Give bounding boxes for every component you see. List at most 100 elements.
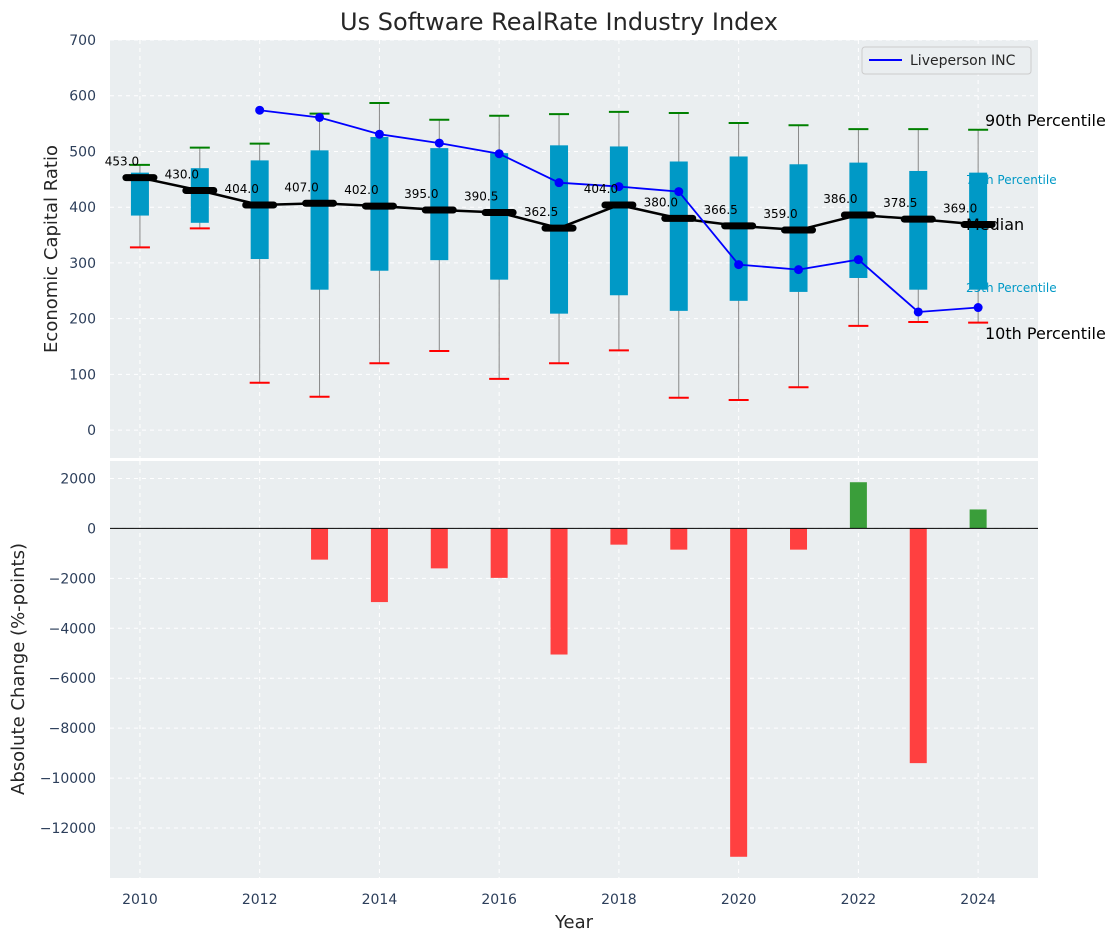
change-bar [311, 528, 329, 560]
x-axis-label: Year [554, 912, 594, 933]
chart-title: Us Software RealRate Industry Index [340, 8, 778, 36]
bottom-y-tick-label: −10000 [40, 771, 96, 787]
bottom-y-axis-label: Absolute Change (%-points) [8, 543, 29, 795]
change-bar [969, 509, 987, 529]
company-point [973, 303, 983, 313]
x-tick-label: 2024 [960, 892, 996, 908]
iqr-box [130, 172, 149, 216]
median-value-label: 404.0 [584, 182, 618, 196]
median-value-label: 453.0 [105, 155, 139, 169]
change-bar [849, 482, 867, 529]
median-value-label: 430.0 [165, 167, 199, 181]
top-y-tick-label: 700 [69, 33, 96, 49]
x-tick-label: 2010 [122, 892, 158, 908]
company-point [434, 138, 444, 148]
company-point [614, 182, 624, 192]
top-y-axis-label: Economic Capital Ratio [41, 145, 62, 353]
top-y-tick-label: 0 [87, 423, 96, 439]
iqr-box [609, 146, 628, 296]
median-value-label: 402.0 [344, 183, 378, 197]
change-bars [311, 482, 987, 857]
p90-annotation: 90th Percentile [985, 111, 1106, 130]
percentile-annotations: 90th Percentile 75th Percentile Median 2… [966, 111, 1106, 343]
median-value-label: 407.0 [284, 180, 318, 194]
p10-annotation: 10th Percentile [985, 324, 1106, 343]
top-y-tick-label: 500 [69, 144, 96, 160]
x-tick-label: 2012 [242, 892, 278, 908]
median-value-label: 404.0 [224, 182, 258, 196]
bottom-y-tick-label: −2000 [49, 571, 96, 587]
change-bar [730, 528, 748, 857]
company-point [554, 178, 564, 188]
legend-box [861, 46, 1032, 75]
top-plot-background [110, 40, 1038, 458]
x-tick-label: 2022 [841, 892, 877, 908]
median-value-label: 369.0 [943, 201, 977, 215]
iqr-box [310, 150, 329, 290]
change-bar [550, 528, 568, 655]
x-ticks: 2010 2012 2014 2016 2018 2020 2022 2024 [122, 892, 996, 908]
iqr-box [669, 161, 688, 311]
top-y-tick-label: 100 [69, 367, 96, 383]
company-series [255, 105, 983, 317]
company-point [913, 307, 923, 317]
median-value-label: 378.5 [883, 196, 917, 210]
company-point [853, 255, 863, 265]
change-bar [430, 528, 448, 569]
iqr-box [490, 153, 509, 280]
iqr-box [190, 168, 209, 223]
median-value-label: 366.5 [703, 203, 737, 217]
bottom-y-ticks: 2000 0 −2000 −4000 −6000 −8000 −10000 −12000 [40, 471, 96, 837]
top-y-tick-label: 300 [69, 256, 96, 272]
company-point [374, 129, 384, 139]
bottom-y-tick-label: −6000 [49, 671, 96, 687]
bottom-y-tick-label: −8000 [49, 721, 96, 737]
top-y-tick-label: 200 [69, 312, 96, 328]
change-bar [670, 528, 688, 550]
median-value-label: 395.0 [404, 187, 438, 201]
change-bar [370, 528, 388, 603]
median-value-label: 362.5 [524, 205, 558, 219]
top-y-tick-label: 600 [69, 89, 96, 105]
x-tick-label: 2020 [721, 892, 757, 908]
company-point [674, 187, 684, 197]
median-value-label: 359.0 [763, 207, 797, 221]
median-labels: 453.0 430.0 404.0 407.0 402.0 395.0 390.5 362.5… [105, 155, 978, 221]
bottom-plot-background [110, 461, 1038, 878]
change-bar [909, 528, 927, 764]
legend-label: Liveperson INC [910, 53, 1016, 69]
median-value-label: 380.0 [644, 195, 678, 209]
median-value-label: 386.0 [823, 192, 857, 206]
bottom-y-tick-label: 0 [87, 521, 96, 537]
x-tick-label: 2016 [481, 892, 517, 908]
iqr-box [849, 162, 868, 278]
company-point [255, 105, 265, 115]
iqr-box [909, 170, 928, 290]
bottom-y-tick-label: −4000 [49, 621, 96, 637]
top-y-tick-label: 400 [69, 200, 96, 216]
p25-annotation: 25th Percentile [966, 281, 1057, 295]
bottom-y-tick-label: −12000 [40, 821, 96, 837]
company-point [794, 265, 804, 275]
x-tick-label: 2018 [601, 892, 637, 908]
legend: Liveperson INC [861, 46, 1032, 75]
company-point [494, 149, 504, 159]
company-point [734, 260, 744, 270]
median-value-label: 390.5 [464, 189, 498, 203]
top-y-ticks: 0 100 200 300 400 500 600 700 [69, 33, 96, 439]
change-bar [490, 528, 508, 578]
iqr-box [969, 172, 988, 290]
median-line-group [122, 174, 996, 234]
median-annotation: Median [966, 215, 1024, 234]
change-bar [790, 528, 808, 550]
p75-annotation: 75th Percentile [966, 173, 1057, 187]
bottom-y-tick-label: 2000 [60, 471, 96, 487]
iqr-box [250, 160, 269, 260]
company-point [315, 112, 325, 122]
iqr-box [430, 148, 449, 261]
boxplots [129, 101, 989, 402]
change-bar [610, 528, 628, 545]
x-tick-label: 2014 [362, 892, 398, 908]
